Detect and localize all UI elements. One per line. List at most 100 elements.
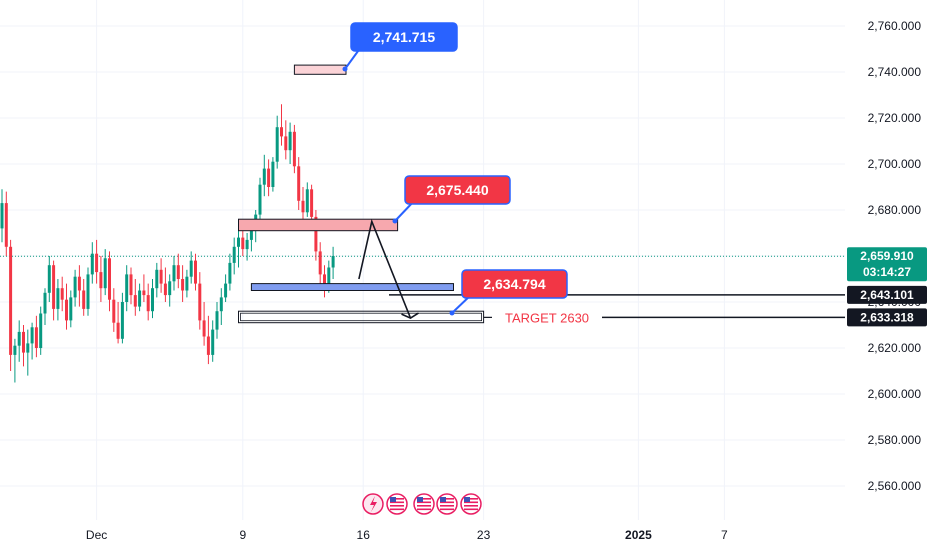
candle-body: [159, 269, 163, 284]
flag-stripe-icon: [464, 505, 478, 507]
candle-body: [176, 265, 180, 279]
candle-body: [206, 336, 210, 355]
callout-anchor-dot: [449, 310, 455, 316]
callout-box[interactable]: [350, 22, 458, 52]
callouts: 2,741.715 2,675.440 2,634.794: [342, 22, 568, 316]
candle-body: [90, 253, 94, 275]
candle-body: [224, 283, 228, 298]
y-tick-label: 2,700.000: [868, 157, 922, 171]
candle-body: [108, 258, 111, 300]
candle-body: [172, 265, 176, 282]
candle-body: [275, 127, 279, 162]
candle-body: [9, 246, 13, 355]
projection-arrowhead: [401, 312, 419, 320]
zones: [238, 64, 485, 324]
candle-body: [138, 290, 142, 307]
candle-body: [202, 320, 206, 337]
flag-canton-icon: [417, 497, 423, 502]
callout-box[interactable]: [404, 175, 511, 205]
x-tick-label: 2025: [625, 528, 652, 542]
candle-body: [258, 184, 262, 215]
candle-body: [331, 256, 335, 268]
candle-body: [4, 203, 8, 247]
flag-stripe-icon: [440, 508, 454, 511]
y-tick-label: 2,620.000: [868, 341, 922, 355]
target-label: TARGET 2630: [505, 310, 589, 325]
candle-body: [198, 283, 202, 321]
candle-body: [228, 262, 232, 284]
candle-body: [13, 345, 17, 355]
y-tick-label: 2,580.000: [868, 433, 922, 447]
flag-stripe-icon: [417, 498, 431, 500]
candle-body: [112, 299, 116, 323]
y-tick-label: 2,560.000: [868, 479, 922, 493]
flag-stripe-icon: [464, 508, 478, 511]
candle-body: [133, 295, 137, 307]
candle-body: [241, 237, 245, 250]
y-axis: 2,560.000 2,580.000 2,600.000 2,620.000 2,64…: [847, 19, 927, 493]
zone-outline-inner: [240, 312, 483, 322]
candle-body: [0, 203, 4, 229]
flag-canton-icon: [464, 497, 470, 502]
economic-events: [362, 493, 482, 515]
candle-body: [142, 290, 146, 296]
candle-body: [194, 260, 197, 284]
candle-body: [189, 260, 193, 277]
candle-body: [245, 239, 249, 250]
candle-body: [116, 322, 120, 339]
flag-stripe-icon: [417, 501, 431, 504]
zone-blue: [250, 283, 454, 292]
support-2-badge-label: 2,633.318: [860, 310, 914, 324]
y-tick-label: 2,720.000: [868, 111, 922, 125]
y-tick-label: 2,600.000: [868, 387, 922, 401]
x-axis: Dec 9 16 23 2025 7: [86, 528, 728, 542]
candle-body: [47, 265, 51, 293]
flag-stripe-icon: [390, 505, 404, 507]
candle-body: [17, 331, 21, 346]
arrows: [358, 218, 419, 320]
candle-body: [34, 327, 38, 348]
flag-stripe-icon: [390, 501, 404, 504]
x-tick-label: 23: [477, 528, 491, 542]
candle-body: [22, 331, 25, 353]
candle-body: [310, 189, 314, 217]
candle-body: [30, 327, 34, 344]
flag-stripe-icon: [390, 508, 404, 511]
candle-body: [82, 290, 86, 309]
candle-body: [314, 216, 318, 252]
flag-stripe-icon: [440, 498, 454, 500]
grid: [0, 0, 845, 520]
candle-body: [73, 276, 77, 298]
candle-body: [288, 131, 292, 151]
callout-label: 2,634.794: [483, 276, 545, 292]
candle-body: [318, 251, 322, 275]
candle-body: [129, 274, 133, 296]
support-2-badge: [847, 308, 927, 327]
flag-stripe-icon: [464, 498, 478, 500]
candle-body: [60, 288, 64, 300]
callout-box[interactable]: [461, 269, 568, 299]
x-tick-label: 7: [721, 528, 728, 542]
x-tick-label: 9: [239, 528, 246, 542]
candle-body: [65, 299, 68, 321]
candle-body: [237, 237, 240, 247]
candle-body: [305, 189, 309, 213]
flag-stripe-icon: [417, 508, 431, 511]
callout-anchor-dot: [392, 218, 398, 224]
candle-body: [271, 161, 275, 187]
candle-body: [26, 343, 30, 353]
projection-path: [358, 218, 412, 319]
support-1-badge-label: 2,643.101: [860, 288, 914, 302]
candle-body: [39, 313, 43, 348]
candle-body: [215, 311, 219, 330]
flag-stripe-icon: [440, 501, 454, 504]
candle-body: [146, 295, 150, 312]
candle-body: [301, 200, 305, 213]
candle-body: [211, 329, 215, 355]
last-price-badge-label: 2,659.910: [860, 249, 914, 263]
flag-stripe-icon: [440, 505, 454, 507]
candle-body: [292, 131, 296, 167]
y-tick-label: 2,760.000: [868, 19, 922, 33]
